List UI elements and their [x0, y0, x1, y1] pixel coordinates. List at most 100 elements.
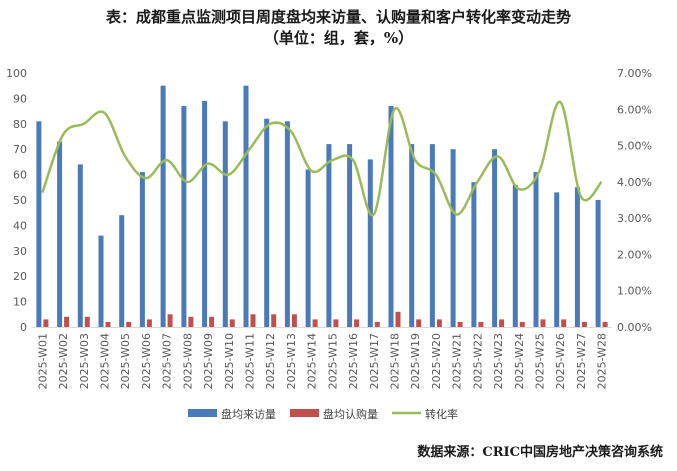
bar-subscriptions — [167, 314, 173, 327]
x-axis-tick-label: 2025-W01 — [36, 333, 49, 389]
bar-visits — [492, 149, 498, 327]
left-axis-tick-label: 80 — [13, 118, 27, 131]
bar-subscriptions — [271, 314, 277, 327]
x-axis-tick-label: 2025-W21 — [451, 333, 464, 389]
chart-subtitle-units: （单位：组，套，%） — [263, 29, 414, 47]
legend-label-subscriptions: 盘均认购量 — [323, 407, 378, 421]
bar-visits — [429, 144, 435, 327]
bar-subscriptions — [209, 316, 215, 327]
bar-visits — [139, 172, 145, 327]
bar-visits — [36, 121, 42, 327]
bar-visits — [77, 164, 83, 327]
legend-swatch-subscriptions — [290, 409, 319, 417]
bar-subscriptions — [395, 311, 401, 327]
right-axis-tick-label: 2.00% — [617, 248, 652, 261]
left-axis: 0 10 20 30 40 50 60 70 80 90 100 — [6, 67, 27, 334]
bar-subscriptions — [416, 319, 422, 327]
x-axis-tick-label: 2025-W03 — [78, 333, 91, 389]
bar-visits — [202, 100, 208, 328]
bar-subscriptions — [146, 319, 152, 327]
right-axis-tick-label: 7.00% — [617, 67, 652, 80]
x-axis-tick-label: 2025-W28 — [596, 333, 609, 389]
left-axis-tick-label: 100 — [6, 67, 27, 80]
bar-subscriptions — [374, 321, 380, 327]
bar-visits — [264, 118, 270, 327]
x-axis-tick-label: 2025-W14 — [306, 333, 319, 389]
left-axis-tick-label: 40 — [13, 219, 27, 232]
bar-visits — [595, 200, 601, 327]
bar-layer — [36, 85, 608, 328]
left-axis-tick-label: 60 — [13, 169, 27, 182]
left-axis-tick-label: 50 — [13, 194, 27, 207]
bar-visits — [367, 159, 373, 327]
bar-subscriptions — [602, 321, 608, 327]
x-axis-tick-label: 2025-W09 — [202, 333, 215, 389]
bar-visits — [243, 85, 249, 327]
bar-subscriptions — [64, 316, 70, 327]
x-axis-tick-label: 2025-W22 — [471, 333, 484, 389]
bar-subscriptions — [478, 321, 484, 327]
left-axis-tick-label: 20 — [13, 270, 27, 283]
x-axis-tick-label: 2025-W24 — [513, 333, 526, 389]
bar-visits — [347, 144, 353, 327]
left-axis-tick-label: 10 — [13, 296, 27, 309]
x-axis-tick-label: 2025-W07 — [161, 333, 174, 389]
bar-subscriptions — [43, 319, 49, 327]
x-axis-tick-label: 2025-W20 — [430, 333, 443, 389]
bar-visits — [98, 235, 104, 327]
x-axis-tick-label: 2025-W13 — [285, 333, 298, 389]
chart-title: 表：成都重点监测项目周度盘均来访量、认购量和客户转化率变动走势 — [105, 8, 571, 26]
x-axis-tick-label: 2025-W02 — [57, 333, 70, 389]
bar-subscriptions — [312, 319, 318, 327]
bar-subscriptions — [291, 314, 297, 327]
line-layer — [41, 100, 603, 217]
bar-visits — [305, 169, 311, 327]
bar-subscriptions — [126, 321, 132, 327]
bar-visits — [533, 172, 539, 327]
bar-visits — [471, 182, 477, 327]
bar-subscriptions — [229, 319, 235, 327]
x-axis-tick-label: 2025-W04 — [99, 333, 112, 389]
x-axis-tick-label: 2025-W10 — [223, 333, 236, 389]
bar-visits — [409, 144, 415, 327]
bar-visits — [160, 85, 166, 327]
x-axis-tick-label: 2025-W08 — [181, 333, 194, 389]
bar-visits — [284, 121, 290, 327]
right-axis-tick-label: 5.00% — [617, 140, 652, 153]
bar-subscriptions — [581, 321, 587, 327]
bar-visits — [554, 192, 560, 327]
bar-visits — [574, 187, 580, 327]
data-source-note: 数据来源：CRIC中国房地产决策咨询系统 — [417, 445, 663, 460]
x-axis-tick-label: 2025-W18 — [389, 333, 402, 389]
right-axis-tick-label: 4.00% — [617, 176, 652, 189]
x-axis-tick-label: 2025-W19 — [409, 333, 422, 389]
bar-visits — [222, 121, 228, 327]
x-axis: 2025-W01 2025-W02 2025-W03 2025-W04 2025-W05… — [32, 327, 612, 389]
bar-subscriptions — [84, 316, 90, 327]
left-axis-tick-label: 70 — [13, 143, 27, 156]
bar-subscriptions — [436, 319, 442, 327]
right-axis-tick-label: 0.00% — [617, 321, 652, 334]
x-axis-tick-label: 2025-W05 — [119, 333, 132, 389]
left-axis-tick-label: 90 — [13, 92, 27, 105]
legend-label-conversion: 转化率 — [425, 407, 458, 421]
x-axis-tick-label: 2025-W26 — [554, 333, 567, 389]
x-axis-tick-label: 2025-W15 — [326, 333, 339, 389]
right-axis-tick-label: 1.00% — [617, 285, 652, 298]
bar-subscriptions — [519, 321, 525, 327]
bar-visits — [119, 215, 125, 327]
x-axis-tick-label: 2025-W12 — [264, 333, 277, 389]
bar-subscriptions — [105, 321, 111, 327]
bar-subscriptions — [333, 319, 339, 327]
left-axis-tick-label: 30 — [13, 245, 27, 258]
bar-subscriptions — [499, 319, 505, 327]
bar-subscriptions — [457, 321, 463, 327]
bar-visits — [326, 144, 332, 327]
legend-swatch-visits — [188, 409, 217, 417]
x-axis-tick-label: 2025-W11 — [244, 333, 257, 389]
x-axis-tick-label: 2025-W27 — [575, 333, 588, 389]
right-axis: 0.00% 1.00% 2.00% 3.00% 4.00% 5.00% 6.00% 7.00% — [617, 67, 652, 334]
x-axis-tick-label: 2025-W16 — [347, 333, 360, 389]
bar-visits — [181, 106, 187, 327]
